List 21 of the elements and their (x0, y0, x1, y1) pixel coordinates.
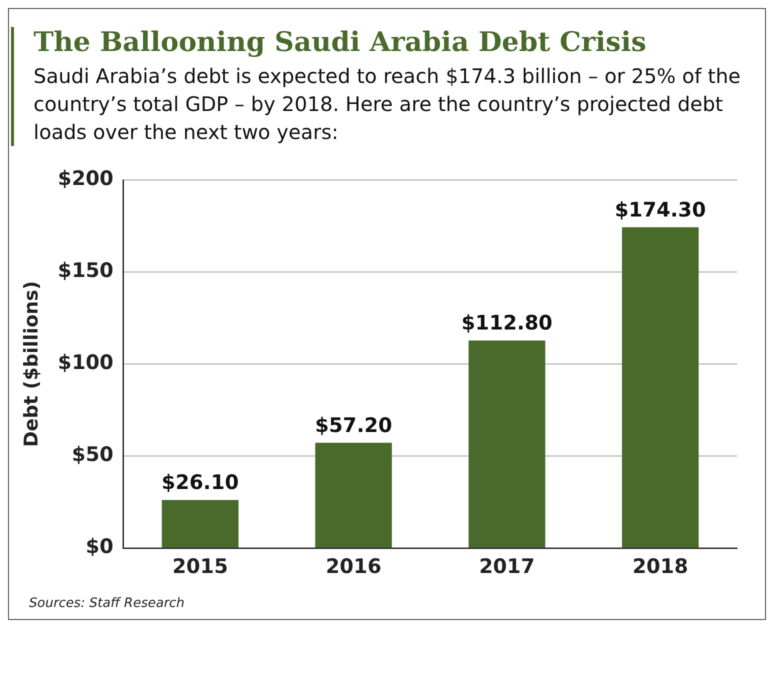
chart-subtitle: Saudi Arabia’s debt is expected to reach $174.3 billion – or 25% of the country’s total GDP – by 2018. Here are the country’s projected debt loads over the next two years: (34, 63, 742, 146)
y-tick-label: $200 (58, 166, 114, 190)
x-tick-label: 2015 (172, 554, 228, 578)
bar (468, 340, 546, 548)
data-label: $112.80 (461, 310, 552, 335)
source-note: Sources: Staff Research (29, 596, 186, 611)
data-label: $26.10 (162, 470, 239, 494)
x-tick-label: 2018 (632, 554, 688, 578)
x-tick-label: 2016 (326, 554, 382, 578)
y-tick-label: $100 (58, 350, 114, 374)
bar (315, 442, 392, 548)
x-tick-label: 2017 (479, 554, 535, 578)
y-tick-label: $50 (72, 442, 114, 466)
data-label: $174.30 (614, 197, 706, 222)
data-label: $57.20 (314, 412, 392, 437)
y-tick-label: $0 (86, 534, 114, 558)
y-axis-title: Debt ($billions) (20, 280, 42, 448)
chart-title: The Ballooning Saudi Arabia Debt Crisis (34, 27, 648, 58)
y-tick-label: $150 (58, 258, 114, 282)
bar (162, 500, 238, 548)
bar (622, 227, 699, 548)
